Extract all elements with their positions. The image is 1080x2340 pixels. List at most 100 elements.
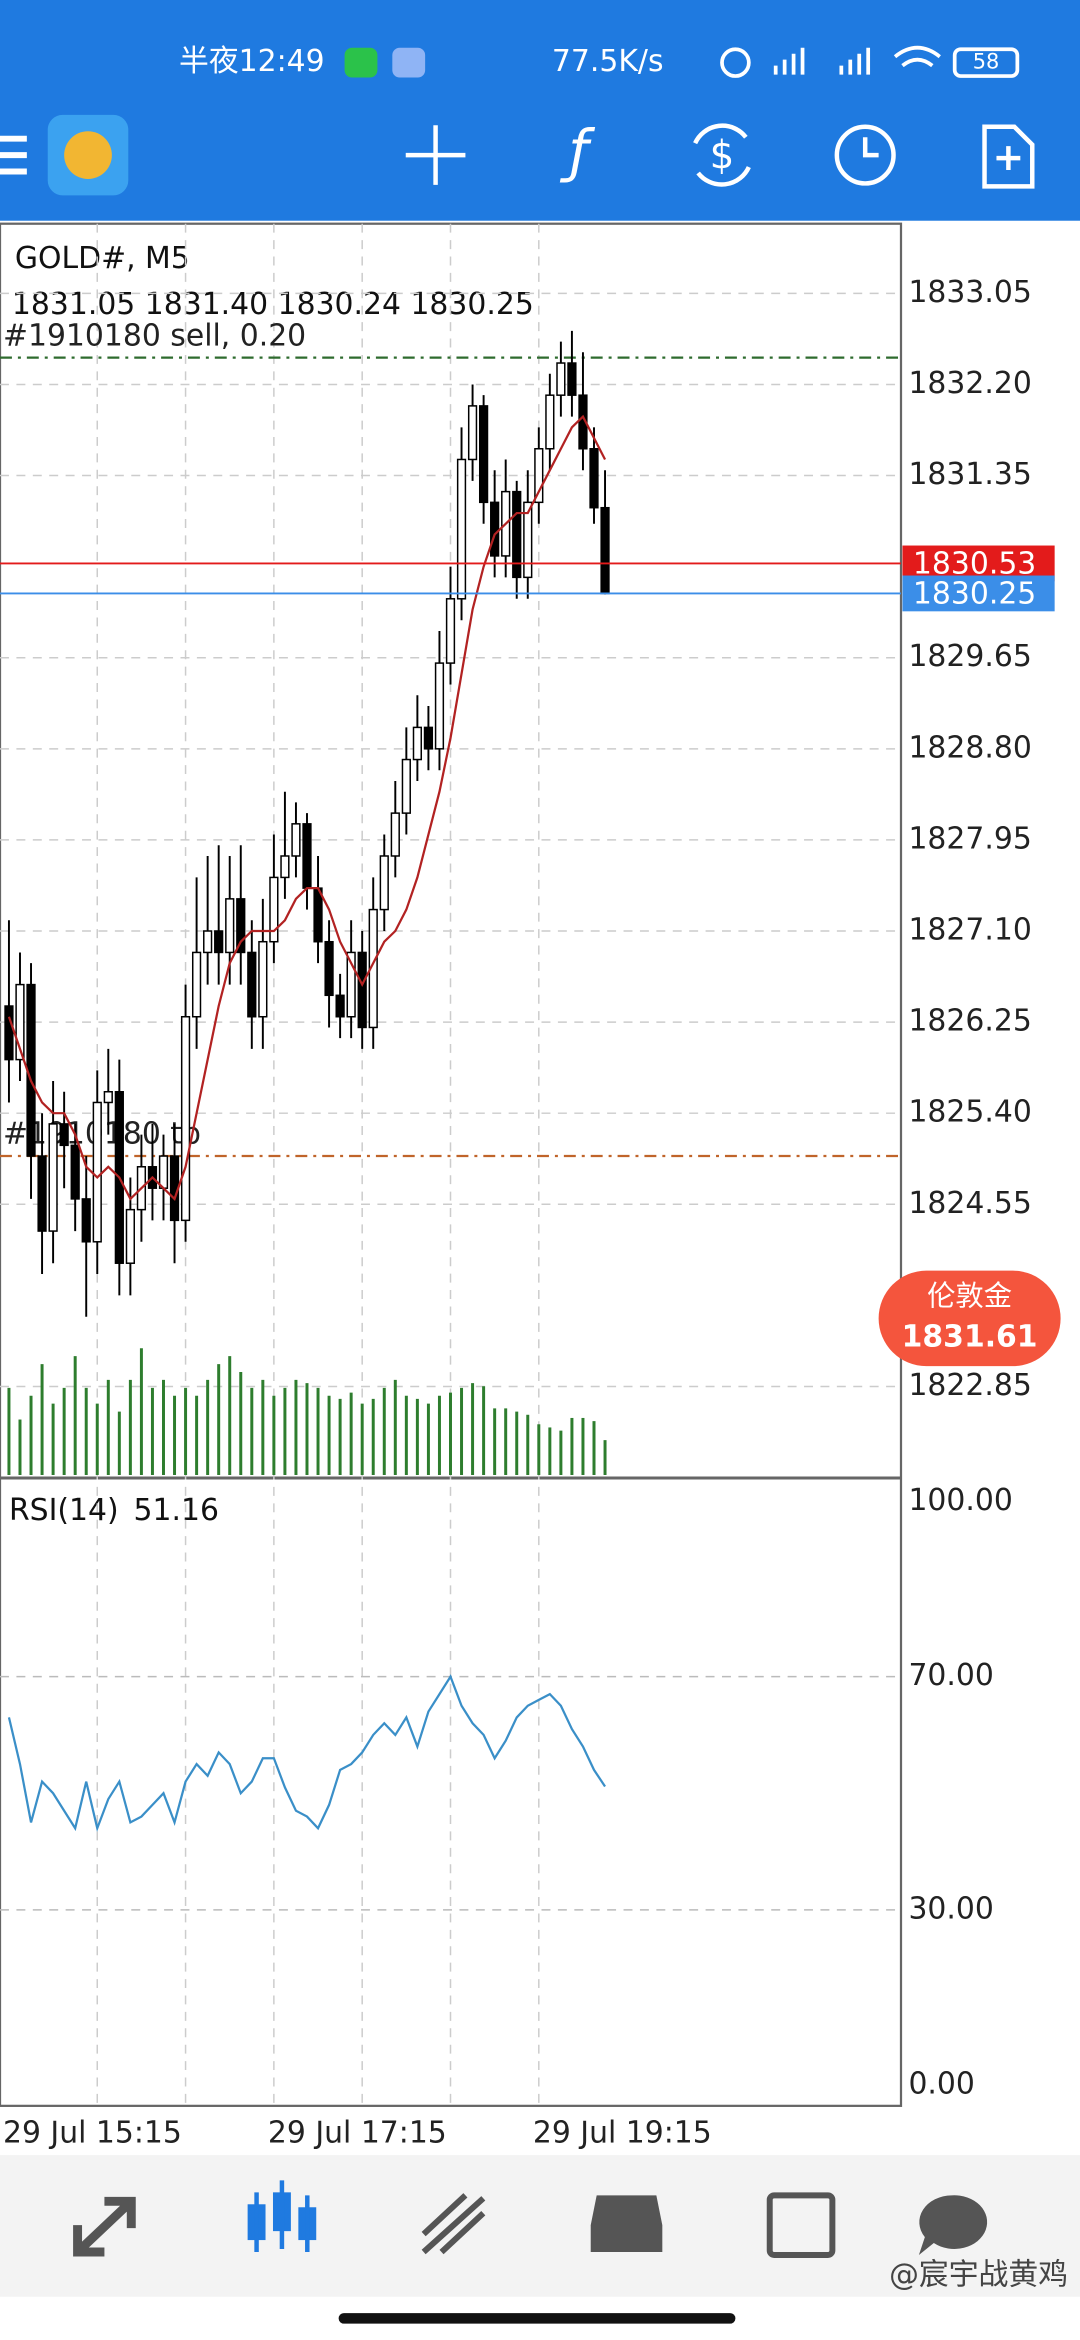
wechat-icon bbox=[344, 47, 378, 78]
candle-body bbox=[346, 951, 356, 1018]
candle-body bbox=[247, 951, 257, 1018]
candle-body bbox=[523, 501, 533, 579]
y-tick-label: 1827.95 bbox=[908, 821, 1031, 856]
new-order-button[interactable] bbox=[982, 124, 1035, 189]
candle-body bbox=[269, 876, 279, 943]
candle-body bbox=[357, 951, 367, 1029]
candle-body bbox=[125, 1208, 136, 1264]
quote-price: 1831.61 bbox=[902, 1319, 1038, 1354]
candle-body bbox=[70, 1144, 80, 1200]
candle-body bbox=[390, 812, 400, 857]
candle-body bbox=[225, 898, 235, 954]
moving-average bbox=[7, 414, 607, 1201]
candle-body bbox=[191, 951, 202, 1018]
watermark: @宸宇战黄鸡 bbox=[889, 2257, 1068, 2292]
candle-body bbox=[4, 1005, 14, 1061]
y-tick-label: 1824.55 bbox=[908, 1186, 1031, 1221]
news-tab[interactable] bbox=[766, 2192, 836, 2258]
candle-body bbox=[313, 887, 323, 943]
y-tick-label: 1822.85 bbox=[908, 1368, 1031, 1403]
history-tab[interactable] bbox=[590, 2195, 663, 2253]
candle-body bbox=[291, 823, 301, 857]
period-button[interactable] bbox=[834, 124, 896, 186]
nav-icons bbox=[73, 2180, 988, 2258]
candle-body bbox=[412, 726, 423, 761]
y-tick-label: 70.00 bbox=[908, 1658, 993, 1693]
quote-bubble-bg bbox=[878, 1270, 1061, 1367]
candle-body bbox=[92, 1101, 102, 1243]
bottom-nav bbox=[0, 2155, 1080, 2297]
ask-line-box bbox=[902, 545, 1055, 582]
y-tick-label: 1828.80 bbox=[908, 730, 1031, 765]
y-tick-label: 1825.40 bbox=[908, 1095, 1031, 1130]
status-time: 半夜12:49 bbox=[179, 44, 325, 79]
messages-tab[interactable] bbox=[918, 2195, 988, 2255]
ohlc-label: 1831.05 1831.40 1830.24 1830.25 bbox=[12, 287, 534, 322]
candle-body bbox=[180, 1015, 191, 1222]
status-speed: 77.5K/s bbox=[552, 44, 664, 79]
candle-body bbox=[48, 1123, 58, 1232]
app-icon bbox=[392, 47, 426, 78]
candle-body bbox=[556, 362, 566, 396]
candle-body bbox=[214, 930, 224, 954]
bid-line-label: 1830.25 bbox=[913, 576, 1036, 611]
y-tick-label: 1829.65 bbox=[908, 639, 1031, 674]
order-label: #1910180 tp bbox=[3, 1117, 201, 1152]
candle-body bbox=[490, 501, 500, 557]
candle-body bbox=[600, 506, 610, 595]
candle-body bbox=[379, 855, 389, 911]
candle-body bbox=[445, 598, 456, 664]
candle-body bbox=[158, 1155, 169, 1189]
symbols-button[interactable]: $ bbox=[693, 123, 751, 187]
candle-body bbox=[302, 823, 312, 889]
x-tick-label: 29 Jul 17:15 bbox=[268, 2116, 447, 2151]
candle-body bbox=[324, 940, 334, 997]
quotes-tab[interactable] bbox=[73, 2196, 136, 2257]
y-tick-label: 1826.25 bbox=[908, 1004, 1031, 1039]
candle-body bbox=[236, 898, 246, 954]
candle-body bbox=[567, 362, 577, 396]
candle-body bbox=[37, 1155, 47, 1232]
candle-body bbox=[589, 448, 599, 509]
candle-body bbox=[335, 994, 345, 1018]
candle-body bbox=[467, 405, 478, 461]
rsi-value: 51.16 bbox=[134, 1492, 219, 1527]
menu-button[interactable] bbox=[0, 135, 27, 175]
toolbar: ƒ $ bbox=[0, 114, 1035, 196]
app-header bbox=[0, 0, 1080, 221]
candle-body bbox=[258, 940, 268, 1018]
candle-body bbox=[434, 662, 445, 750]
chart-title: GOLD#, M5 bbox=[15, 241, 190, 276]
crosshair-button[interactable] bbox=[405, 125, 466, 185]
candle-body bbox=[456, 458, 467, 600]
x-tick-label: 29 Jul 19:15 bbox=[533, 2116, 712, 2151]
rsi-name: RSI(14) bbox=[9, 1492, 119, 1527]
candle-body bbox=[545, 394, 555, 450]
candle-body bbox=[59, 1123, 69, 1147]
x-tick-label: 29 Jul 15:15 bbox=[3, 2116, 182, 2151]
trade-tab[interactable] bbox=[421, 2193, 486, 2255]
chart-tab[interactable] bbox=[247, 2180, 317, 2253]
candle-body bbox=[512, 490, 522, 579]
svg-text:$: $ bbox=[710, 134, 735, 179]
y-tick-label: 0.00 bbox=[908, 2066, 974, 2101]
y-tick-label: 30.00 bbox=[908, 1891, 993, 1926]
candle-body bbox=[478, 405, 489, 504]
rsi-title: RSI(14) 51.16 bbox=[9, 1492, 219, 1527]
home-indicator bbox=[338, 2313, 736, 2324]
y-tick-label: 100.00 bbox=[908, 1483, 1012, 1518]
rsi-line bbox=[7, 1674, 606, 1833]
status-icons bbox=[720, 45, 1020, 78]
y-tick-label: 1832.20 bbox=[908, 366, 1031, 401]
quote-bubble: 伦敦金 1831.61 bbox=[878, 1270, 1061, 1367]
quote-name: 伦敦金 bbox=[927, 1280, 1012, 1313]
battery-level: 58 bbox=[973, 50, 1000, 74]
y-tick-label: 1831.35 bbox=[908, 457, 1031, 492]
candle-body bbox=[103, 1091, 113, 1104]
candle-body bbox=[203, 930, 213, 954]
y-tick-label: 1833.05 bbox=[908, 275, 1031, 310]
candle-body bbox=[534, 448, 544, 504]
bid-line-box bbox=[902, 575, 1055, 612]
candle-body bbox=[401, 758, 411, 814]
